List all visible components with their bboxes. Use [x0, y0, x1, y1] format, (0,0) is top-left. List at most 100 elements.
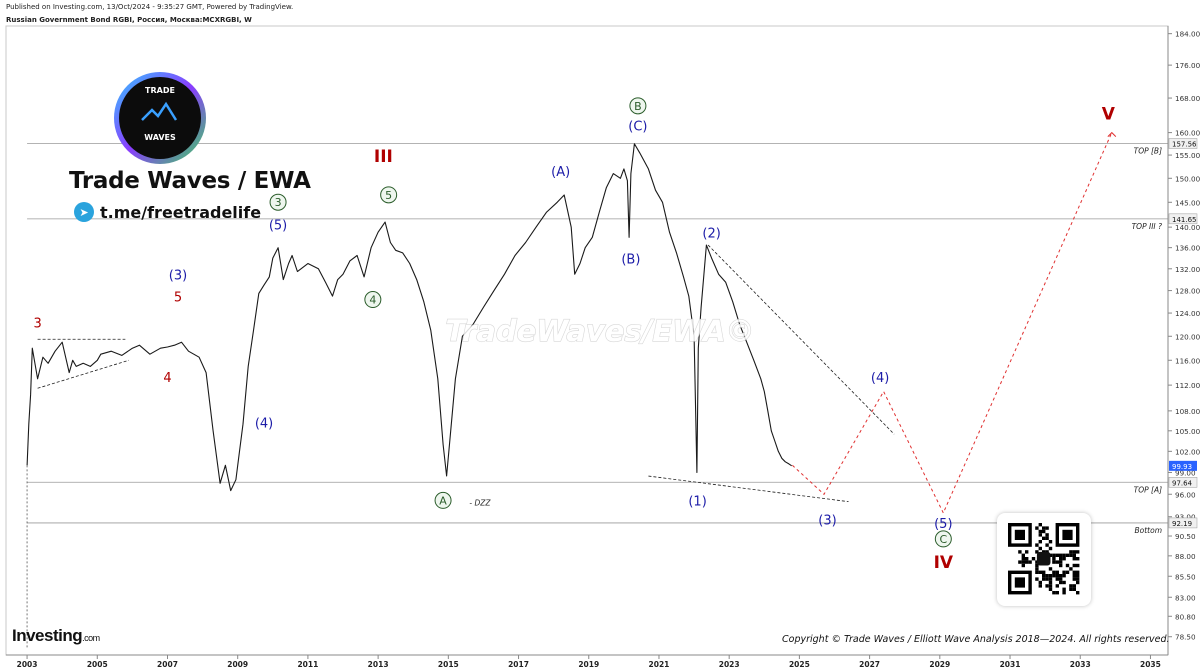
qr-module: [1065, 553, 1070, 557]
x-tick-label: 2021: [649, 660, 670, 669]
qr-code: [997, 513, 1091, 606]
wave-label: C: [939, 533, 947, 546]
qr-module: [1059, 553, 1063, 557]
qr-module: [1072, 570, 1076, 574]
x-tick-label: 2009: [227, 660, 248, 669]
qr-module: [1038, 570, 1042, 574]
qr-module: [1072, 553, 1076, 557]
y-tick-label: 160.00: [1175, 129, 1200, 138]
qr-module: [1042, 536, 1046, 540]
y-tick-label: 96.00: [1175, 490, 1196, 499]
qr-module: [1045, 577, 1049, 581]
qr-module: [1076, 591, 1080, 595]
level-price-text: 141.65: [1172, 216, 1197, 224]
y-tick-label: 140.00: [1175, 223, 1200, 232]
y-tick-label: 90.50: [1175, 532, 1196, 541]
level-price-text: 97.64: [1172, 479, 1193, 487]
wave-label: (A): [551, 165, 570, 180]
wave-label: B: [634, 100, 642, 113]
level-price-tag: [1168, 477, 1198, 488]
qr-code-image: [1008, 523, 1080, 595]
wave-label: 5: [174, 291, 182, 306]
qr-module: [1055, 591, 1059, 595]
qr-module: [1045, 550, 1049, 554]
y-tick-label: 99.00: [1175, 468, 1196, 477]
last-price-tag: [1169, 460, 1197, 471]
qr-module: [1072, 587, 1076, 591]
x-tick-label: 2025: [789, 660, 810, 669]
qr-module: [1052, 557, 1056, 561]
qr-module: [1052, 574, 1056, 578]
qr-module: [1072, 577, 1076, 581]
x-tick-label: 2003: [17, 660, 38, 669]
qr-module: [1062, 580, 1066, 585]
projection-arrowhead: [1107, 131, 1117, 137]
level-label: Bottom: [1134, 526, 1162, 535]
wave-label: (5): [934, 517, 952, 532]
x-tick-label: 2027: [859, 660, 880, 669]
y-tick-label: 132.00: [1175, 265, 1200, 274]
logo-text-bottom: WAVES: [144, 133, 176, 142]
y-tick-label: 155.00: [1175, 151, 1200, 160]
qr-module: [1062, 587, 1066, 591]
x-tick-label: 2007: [157, 660, 178, 669]
qr-module: [1038, 533, 1042, 537]
qr-module: [1052, 560, 1056, 564]
wave-label-circle: [434, 491, 452, 509]
y-tick-label: 176.00: [1175, 61, 1200, 70]
y-tick-label: 184.00: [1175, 30, 1200, 39]
y-tick-label: 93.00: [1175, 513, 1196, 522]
qr-module: [1059, 580, 1063, 585]
wave-note: - DZZ: [469, 498, 491, 507]
trade-waves-logo: TRADE WAVES: [114, 72, 206, 164]
qr-module: [1045, 584, 1049, 588]
qr-module: [1021, 560, 1025, 564]
wave-label-circle: [269, 193, 287, 211]
qr-module: [1076, 577, 1080, 581]
brand-name: Trade Waves / EWA: [69, 168, 311, 194]
qr-module: [1059, 560, 1063, 564]
telegram-icon: ➤: [74, 202, 94, 222]
qr-module: [1038, 584, 1042, 588]
level-price-text: 92.19: [1172, 520, 1192, 528]
qr-module: [1035, 570, 1039, 574]
wave-label: (1): [688, 494, 706, 509]
qr-module: [1072, 557, 1076, 561]
level-label: TOP [A]: [1134, 485, 1162, 494]
qr-module: [1048, 546, 1053, 551]
wave-label: A: [439, 494, 447, 507]
qr-module: [1018, 550, 1022, 554]
qr-module: [1065, 570, 1070, 574]
wave-label: (5): [269, 219, 287, 234]
y-tick-label: 78.50: [1175, 633, 1196, 642]
qr-module: [1069, 567, 1073, 571]
wave-label-circle: [934, 530, 952, 548]
qr-module: [1035, 567, 1039, 571]
y-tick-label: 128.00: [1175, 287, 1200, 296]
qr-module: [1069, 553, 1073, 557]
qr-module: [1052, 591, 1056, 595]
qr-module: [1072, 563, 1076, 568]
wave-label: (B): [621, 252, 640, 267]
qr-module: [1048, 584, 1053, 588]
wave-label: (C): [628, 119, 647, 134]
qr-module: [1076, 570, 1080, 574]
x-tick-label: 2029: [929, 660, 950, 669]
telegram-link[interactable]: ➤ t.me/freetradelife: [74, 202, 261, 222]
qr-module: [1045, 543, 1049, 547]
investing-logo: Investing.com: [12, 626, 100, 645]
qr-module: [1052, 553, 1056, 557]
qr-module: [1042, 577, 1046, 581]
qr-finder-core: [1062, 529, 1073, 540]
x-tick-label: 2005: [87, 660, 108, 669]
wave-label: 4: [163, 371, 171, 386]
qr-module: [1035, 543, 1039, 547]
qr-module: [1021, 553, 1025, 557]
qr-module: [1072, 550, 1076, 554]
qr-module: [1069, 584, 1073, 588]
qr-module: [1069, 587, 1073, 591]
qr-module: [1048, 540, 1053, 544]
qr-module: [1055, 574, 1059, 578]
qr-module: [1076, 580, 1080, 585]
